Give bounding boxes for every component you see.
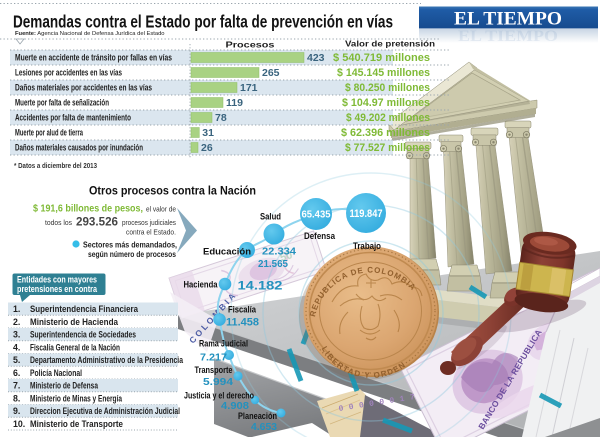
svg-text:4.908: 4.908 (221, 400, 249, 412)
svg-text:Defensa: Defensa (304, 231, 336, 241)
svg-text:171: 171 (240, 82, 258, 94)
svg-text:Salud: Salud (260, 212, 281, 222)
svg-text:Departamento Administrativo de: Departamento Administrativo de la Presid… (30, 355, 183, 365)
svg-text:$ 77.527 millones: $ 77.527 millones (345, 142, 430, 154)
svg-text:el valor de: el valor de (146, 205, 176, 214)
svg-text:5.: 5. (13, 355, 20, 365)
svg-text:6.: 6. (13, 368, 20, 378)
svg-text:7.: 7. (13, 381, 20, 391)
svg-text:Ministerio de Minas y Energía: Ministerio de Minas y Energía (30, 393, 122, 403)
svg-text:$ 104.97 millones: $ 104.97 millones (342, 97, 430, 109)
svg-text:119.847: 119.847 (350, 208, 383, 220)
svg-text:26: 26 (201, 142, 213, 154)
svg-text:Trabajo: Trabajo (353, 241, 381, 251)
svg-text:Direccion Ejecutiva de Adminis: Direccion Ejecutiva de Administración Ju… (30, 406, 180, 416)
svg-text:Policía Nacional: Policía Nacional (30, 368, 82, 378)
svg-text:Educación: Educación (203, 247, 251, 257)
svg-text:EL TIEMPO: EL TIEMPO (454, 9, 562, 30)
svg-text:119: 119 (226, 97, 243, 109)
svg-text:$ 540.719 millones: $ 540.719 millones (333, 52, 430, 64)
svg-text:Planeación: Planeación (238, 411, 277, 421)
svg-text:3.: 3. (13, 330, 20, 340)
svg-text:$ 49.202 millones: $ 49.202 millones (346, 112, 430, 124)
svg-text:$ 80.250 millones: $ 80.250 millones (345, 82, 430, 94)
svg-text:Superintendencia de Sociedades: Superintendencia de Sociedades (30, 330, 136, 340)
svg-text:Procesos: Procesos (226, 40, 275, 50)
svg-text:65.435: 65.435 (302, 209, 331, 221)
svg-text:14.182: 14.182 (238, 281, 283, 293)
svg-text:$ 145.145 millones: $ 145.145 millones (337, 67, 430, 79)
svg-text:pretensiones en contra: pretensiones en contra (17, 284, 98, 294)
svg-text:Fiscalía General de la Nación: Fiscalía General de la Nación (30, 342, 120, 352)
svg-text:1.: 1. (13, 304, 20, 314)
svg-text:$ 191,6 billones de pesos,: $ 191,6 billones de pesos, (33, 204, 143, 215)
svg-text:22.334: 22.334 (262, 247, 296, 258)
svg-text:Ministerio de Defensa: Ministerio de Defensa (30, 381, 98, 391)
svg-text:Sectores más demandados,: Sectores más demandados, (83, 240, 177, 250)
svg-text:Muerte en accidente de tránsit: Muerte en accidente de tránsito por fall… (15, 53, 172, 63)
svg-text:7.217: 7.217 (200, 352, 227, 364)
svg-text:Accidentes por falta de manten: Accidentes por falta de mantenimiento (15, 113, 131, 123)
svg-text:8.: 8. (13, 393, 20, 403)
svg-text:Muerte por falta de señalizaci: Muerte por falta de señalización (15, 98, 109, 108)
svg-text:78: 78 (215, 112, 227, 124)
svg-text:21.565: 21.565 (258, 259, 288, 270)
svg-text:* Datos a diciembre del 2013: * Datos a diciembre del 2013 (14, 163, 97, 170)
svg-text:Justicia y el derecho: Justicia y el derecho (184, 391, 254, 401)
svg-text:4.653: 4.653 (251, 421, 277, 433)
svg-text:Valor de pretensión: Valor de pretensión (345, 39, 435, 49)
svg-text:2.: 2. (13, 317, 20, 327)
svg-text:423: 423 (307, 52, 325, 64)
svg-text:Superintendencia Financiera: Superintendencia Financiera (30, 304, 138, 314)
svg-text:según número de procesos: según número de procesos (88, 249, 176, 259)
svg-text:Demandas contra el Estado por: Demandas contra el Estado por falta de p… (13, 12, 393, 32)
svg-text:Muerte por alud de tierra: Muerte por alud de tierra (15, 128, 83, 138)
svg-text:procesos judiciales: procesos judiciales (122, 218, 176, 227)
svg-text:EL TIEMPO: EL TIEMPO (458, 28, 558, 45)
svg-text:contra el Estado.: contra el Estado. (126, 228, 176, 237)
svg-text:9.: 9. (13, 406, 20, 416)
svg-text:50: 50 (279, 249, 294, 264)
svg-text:$ 62.396 millones: $ 62.396 millones (341, 127, 430, 139)
svg-text:Fiscalía: Fiscalía (228, 305, 257, 315)
svg-text:Ministerio de Hacienda: Ministerio de Hacienda (30, 317, 118, 327)
svg-text:Fuente: Agencia Nacional de De: Fuente: Agencia Nacional de Defensa Jurí… (15, 31, 165, 37)
svg-text:10.: 10. (13, 419, 25, 429)
svg-text:Transporte: Transporte (195, 365, 233, 375)
svg-text:Ministerio de Transporte: Ministerio de Transporte (30, 419, 123, 429)
svg-text:Entidades con mayores: Entidades con mayores (17, 275, 97, 285)
svg-text:todos los: todos los (45, 218, 72, 227)
svg-text:265: 265 (262, 67, 280, 79)
svg-text:Daños materiales por accidente: Daños materiales por accidentes en las v… (15, 83, 152, 93)
svg-text:Rama Judicial: Rama Judicial (199, 339, 248, 349)
svg-text:293.526: 293.526 (76, 217, 118, 229)
svg-text:11.458: 11.458 (226, 317, 259, 329)
svg-text:Otros procesos contra la Nació: Otros procesos contra la Nación (89, 186, 256, 198)
svg-text:Hacienda: Hacienda (184, 280, 219, 290)
svg-text:5.994: 5.994 (203, 376, 233, 388)
svg-text:Lesiones por accidentes en las: Lesiones por accidentes en las vías (15, 68, 122, 78)
svg-text:Daños materiales causados por: Daños materiales causados por inundación (15, 143, 143, 153)
svg-text:31: 31 (202, 127, 214, 139)
svg-text:4.: 4. (13, 342, 20, 352)
